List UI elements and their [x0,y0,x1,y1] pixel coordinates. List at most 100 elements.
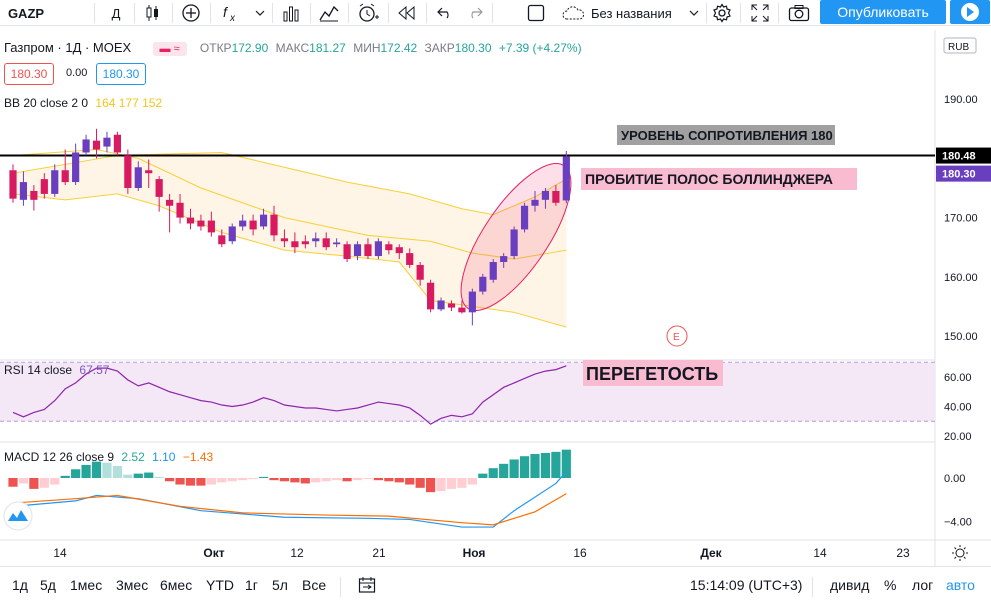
time-tick-label: 16 [573,546,587,560]
macd-histogram-bar [352,478,363,481]
range-all[interactable]: Все [302,577,327,593]
macd-histogram-bar [196,478,206,486]
redo-icon[interactable] [464,0,486,26]
macd-histogram-bar [60,475,70,478]
range-1d[interactable]: 1д [12,577,28,593]
macd-title: MACD 12 26 close 9 [4,450,115,464]
time-tick-label: 12 [290,546,304,560]
macd-histogram-bar [91,461,102,478]
macd-histogram-bar [446,478,457,489]
macd-histogram-bar [175,478,185,485]
macd-histogram-bar [258,476,269,478]
overbought-annotation-box [583,360,723,386]
dividends-toggle[interactable]: дивид [830,577,870,593]
candle-body [103,137,111,147]
candle-body [186,217,195,224]
range-5d[interactable]: 5д [40,577,56,593]
time-tick-label: Окт [203,546,224,560]
candle-body [510,229,518,257]
camera-icon[interactable] [786,0,812,26]
resistance-price-label: 180.48 [942,151,976,163]
bb-legend[interactable]: BB 20 close 2 0 164 177 152 [4,96,166,110]
sell-button[interactable]: 180.30 [4,63,54,85]
candle-body [145,170,153,174]
rsi-tick-label: 40.00 [944,402,972,414]
macd-v3: −1.43 [182,450,214,464]
price-tick-label: 190.00 [944,94,978,106]
range-1y[interactable]: 1г [245,577,258,593]
expand-icon[interactable] [748,0,772,26]
range-6m[interactable]: 6мес [160,577,193,593]
cloud-icon[interactable] [560,0,586,26]
time-tick-label: 21 [372,546,386,560]
symbol-search[interactable]: GAZP [7,5,45,21]
fullscreen-square-icon[interactable] [524,0,548,26]
candle-body [280,238,289,242]
candle-body [270,214,278,236]
clock-time[interactable]: 15:14:09 (UTC+3) [690,577,803,593]
high-value: 181.27 [309,41,346,55]
buy-button[interactable]: 180.30 [96,63,146,85]
goto-date-icon[interactable] [358,576,376,597]
low-label: МИН [353,41,381,55]
chevron-down-icon[interactable] [254,0,266,26]
layout-name[interactable]: Без названия [591,5,672,21]
range-5y[interactable]: 5л [272,577,288,593]
candle-body [9,170,17,199]
alert-clock-icon[interactable] [356,0,380,26]
macd-histogram-bar [509,459,519,478]
chevron-down-icon[interactable] [688,0,700,26]
low-value: 172.42 [380,41,418,55]
macd-histogram-bar [499,463,509,478]
play-icon [961,3,979,21]
range-3m[interactable]: 3мес [116,577,149,593]
candles-style-icon[interactable] [142,0,164,26]
candle-body [468,291,476,313]
log-toggle[interactable]: лог [912,577,934,593]
replay-icon[interactable] [396,0,418,26]
macd-histogram-bar [81,464,91,478]
macd-histogram-bar [238,478,248,481]
macd-histogram-bar [540,452,551,478]
candle-body [322,238,330,248]
price-tick-label: 160.00 [944,272,978,284]
tradingview-logo-mark [8,510,28,521]
undo-icon[interactable] [434,0,456,26]
candle-body [291,241,299,248]
auto-toggle[interactable]: авто [946,577,975,593]
macd-histogram-bar [165,478,175,482]
gear-icon[interactable] [710,0,734,26]
candle-body [395,247,403,254]
candle-body [500,256,508,262]
interval-button[interactable]: Д [111,5,121,21]
macd-histogram-bar [102,462,112,478]
candle-body [239,220,247,227]
macd-signal-line [12,493,567,526]
percent-toggle[interactable]: % [884,577,897,593]
play-button[interactable] [950,0,990,24]
candle-body [207,220,215,233]
legend-toggle-badge[interactable]: ▬ ≈ [152,41,187,56]
instrument-name[interactable]: Газпром · 1Д · MOEX [4,40,132,55]
candle-body [312,238,320,242]
macd-histogram-bar [384,478,394,482]
rsi-line [12,365,567,425]
add-indicator-icon[interactable] [180,0,202,26]
range-ytd[interactable]: YTD [206,577,234,593]
publish-button[interactable]: Опубликовать [820,0,946,24]
rsi-value: 67.57 [79,363,110,377]
spread-value: 0.00 [66,67,88,79]
macd-histogram-bar [342,478,352,482]
macd-legend[interactable]: MACD 12 26 close 9 2.52 1.10 −1.43 [4,450,217,464]
time-tick-label: 14 [813,546,827,560]
bar-chart-icon[interactable] [280,0,302,26]
macd-histogram-bar [8,478,18,487]
compare-icon[interactable] [318,0,340,26]
range-1m[interactable]: 1мес [70,577,103,593]
macd-histogram-bar [123,474,133,478]
rsi-legend[interactable]: RSI 14 close 67.57 [4,363,113,377]
breakout-annotation-box [581,168,857,190]
macd-line [12,471,567,528]
